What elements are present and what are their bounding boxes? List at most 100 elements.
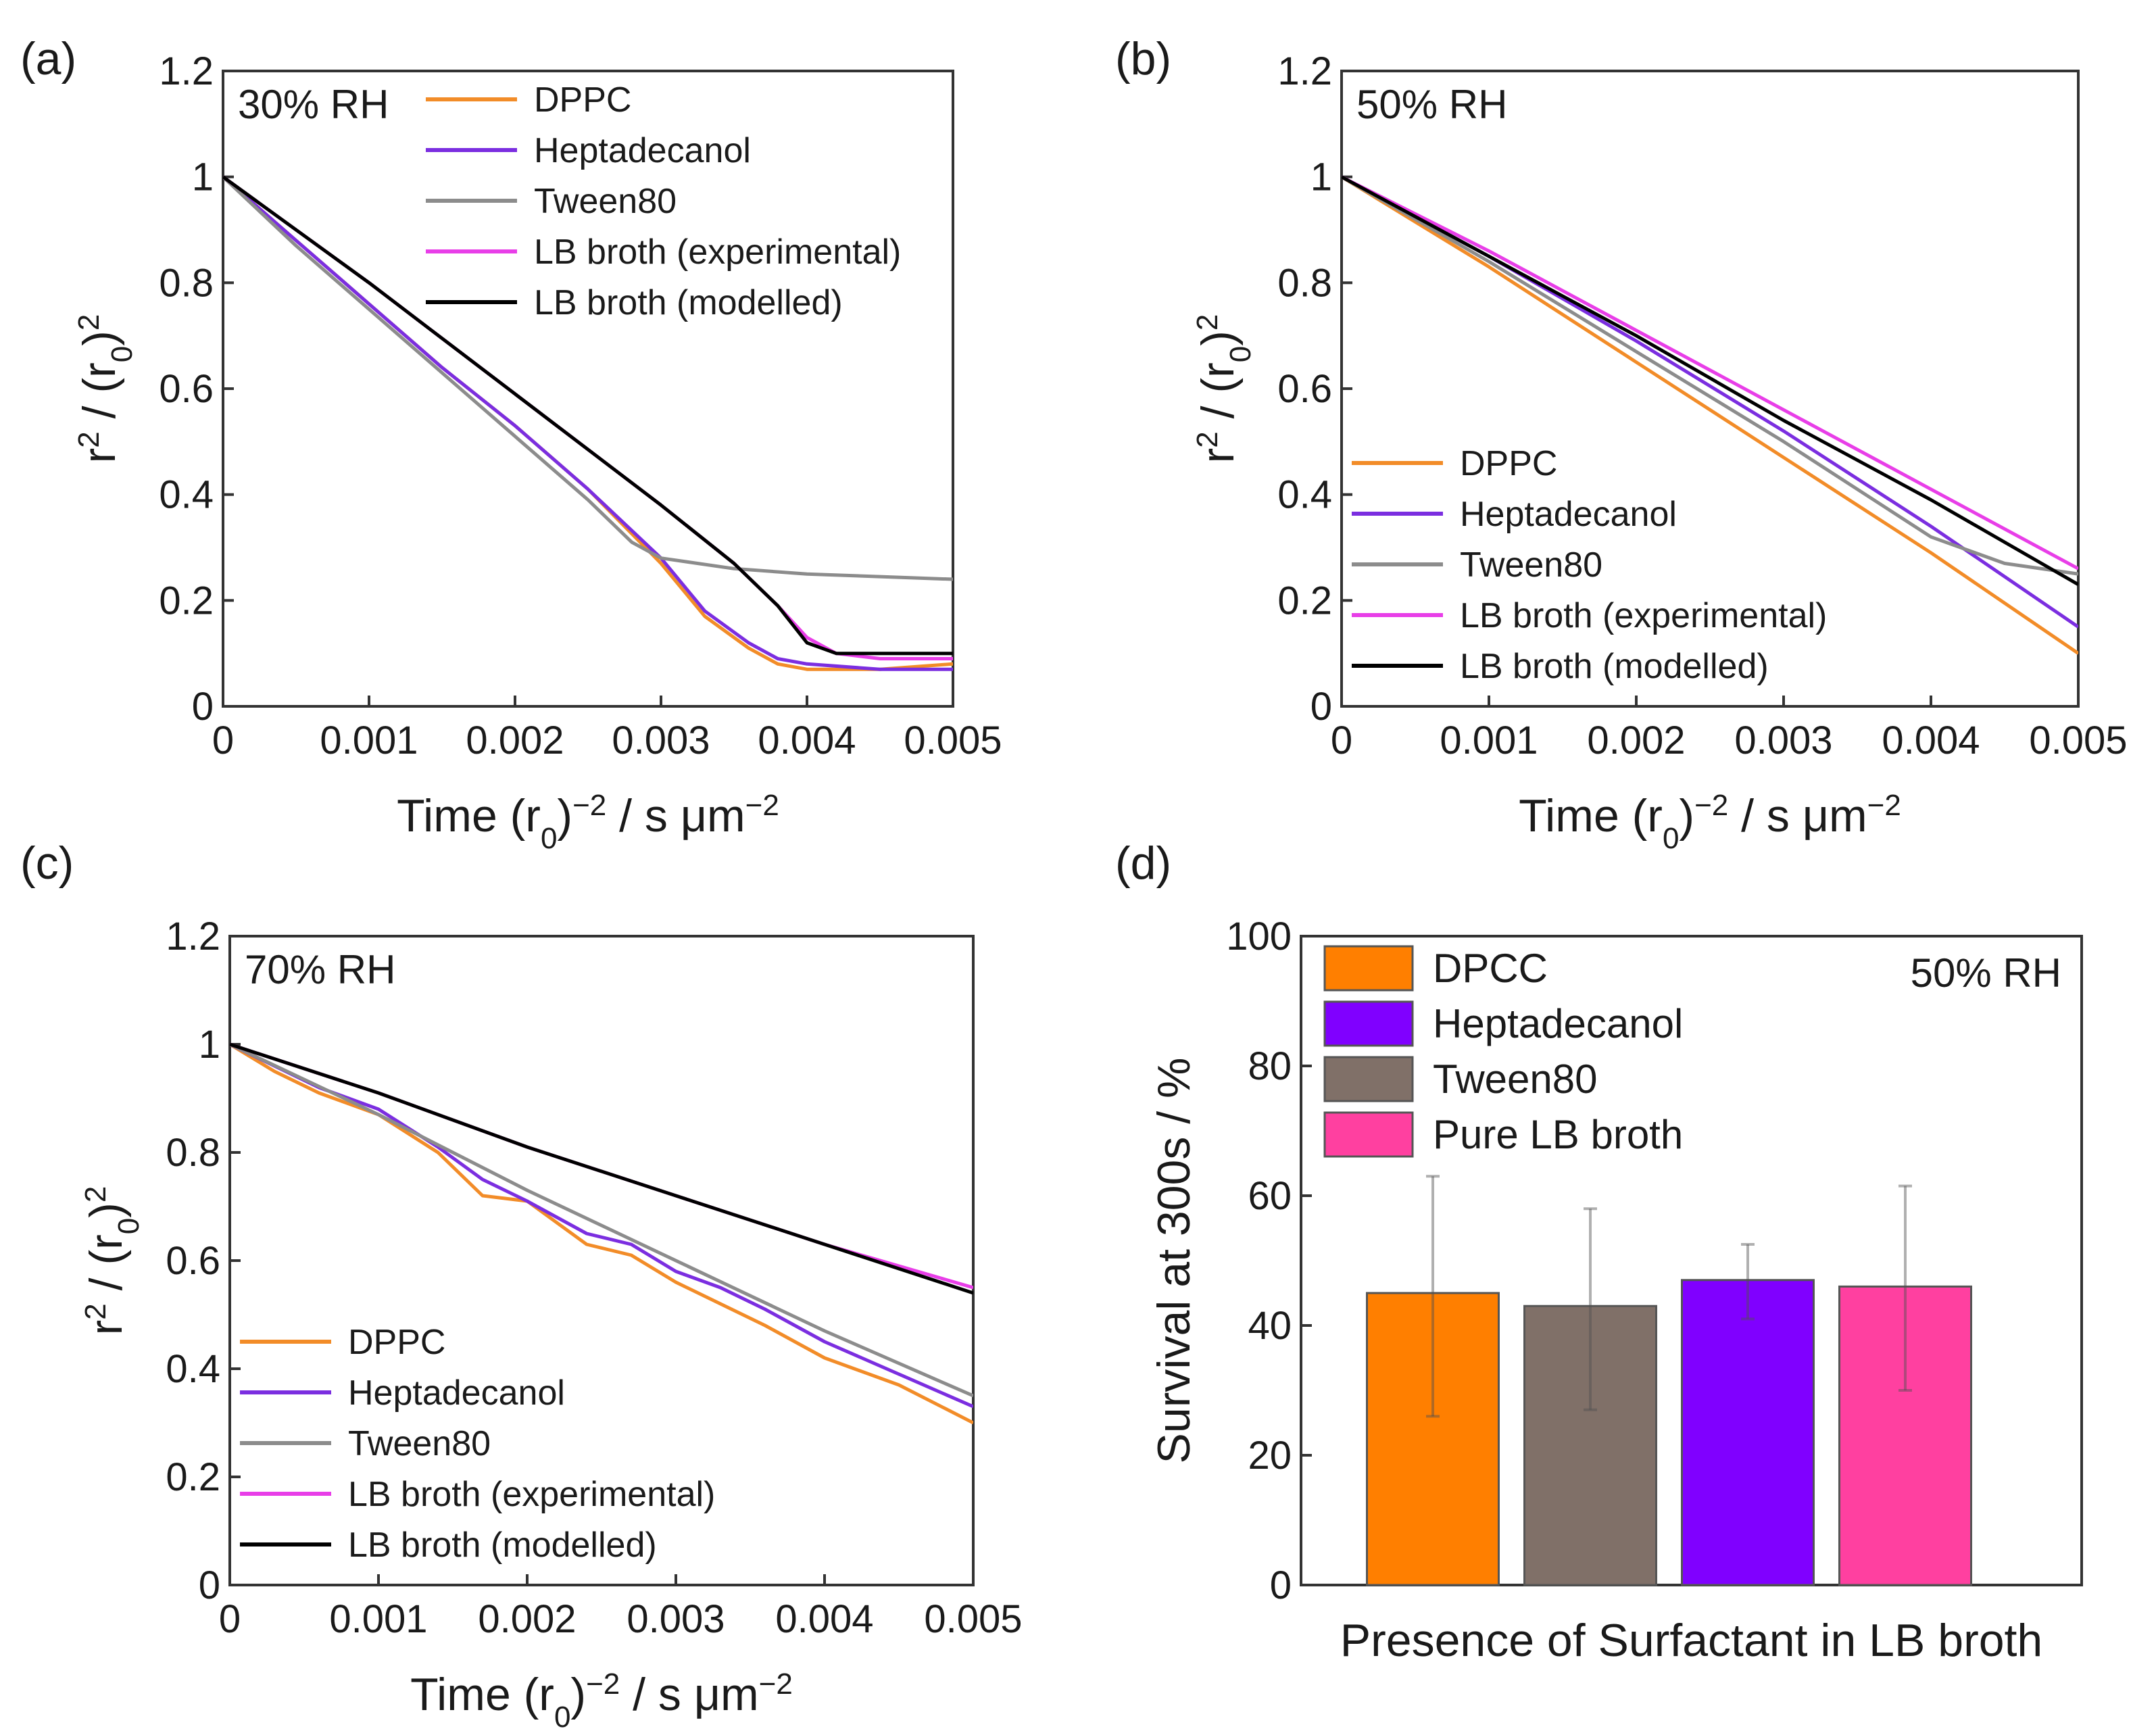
rh-annotation: 50% RH (1356, 82, 1507, 127)
legend-label: LB broth (modelled) (1460, 647, 1769, 686)
y-tick-label: 0.2 (1277, 579, 1332, 623)
text-segment: Time (r (410, 1669, 554, 1720)
legend-label: Pure LB broth (1433, 1112, 1683, 1157)
legend-label: DPPC (348, 1323, 445, 1362)
legend-swatch (1323, 945, 1414, 992)
legend-label: Tween80 (1433, 1056, 1598, 1102)
y-tick-label: 60 (1248, 1174, 1292, 1218)
x-axis-title: Time (r0)−2 / s μm−2 (410, 1667, 793, 1729)
series-line-1 (230, 1042, 973, 1425)
y-tick-label: 1.2 (1277, 49, 1332, 93)
y-tick-label: 0.2 (159, 579, 214, 623)
x-tick-label: 0.002 (466, 719, 564, 762)
bar (1681, 1279, 1815, 1586)
text-segment: 2 (1191, 431, 1224, 447)
y-tick-label: 40 (1248, 1304, 1292, 1348)
panel-label: (c) (20, 837, 74, 889)
text-segment: 0 (112, 1218, 145, 1234)
x-tick-label: 0.002 (478, 1597, 576, 1641)
text-segment: −2 (1694, 789, 1728, 822)
text-segment: r (74, 448, 125, 464)
series-line-5 (230, 1042, 973, 1295)
x-axis-title: Presence of Surfactant in LB broth (1340, 1615, 2043, 1666)
text-segment: ) (557, 790, 572, 842)
y-axis-title: r2 / (r0)2 (79, 1186, 145, 1336)
text-segment: 0 (105, 346, 139, 362)
legend-label: LB broth (modelled) (348, 1526, 657, 1565)
y-tick-label: 1.2 (159, 49, 214, 93)
y-tick-label: 0.4 (1277, 473, 1332, 517)
rh-annotation: 50% RH (1911, 950, 2061, 996)
y-tick-label: 0.6 (166, 1239, 220, 1283)
text-segment: 2 (79, 1186, 112, 1202)
legend-label: Tween80 (1460, 545, 1602, 585)
x-tick-label: 0.001 (329, 1597, 427, 1641)
x-axis-title: Time (r0)−2 / s μm−2 (1519, 789, 1901, 855)
legend-label: LB broth (experimental) (348, 1475, 715, 1514)
y-tick-label: 0.4 (159, 473, 214, 517)
legend-swatch (1323, 1111, 1414, 1158)
text-segment: / (r (80, 1234, 132, 1303)
text-segment: ) (1679, 790, 1694, 842)
text-segment: 0 (541, 822, 557, 855)
series-line-5 (223, 175, 953, 656)
x-tick-label: 0.003 (627, 1597, 725, 1641)
legend-label: Tween80 (534, 182, 677, 221)
text-segment: 0 (1663, 822, 1679, 855)
legend-label: DPPC (1460, 444, 1557, 483)
text-segment: / s μm (1728, 790, 1867, 842)
y-tick-label: 1.2 (166, 915, 220, 958)
legend-label: DPPC (534, 80, 631, 120)
y-tick-label: 0.8 (1277, 261, 1332, 305)
series-line-3 (1342, 175, 2078, 576)
legend-label: LB broth (modelled) (534, 283, 843, 322)
legend-label: Tween80 (348, 1424, 491, 1463)
text-segment: / (r (1192, 362, 1244, 431)
x-tick-label: 0.003 (612, 719, 710, 762)
legend-label: Heptadecanol (534, 131, 751, 170)
y-tick-label: 0 (192, 685, 214, 729)
legend-label: DPCC (1433, 946, 1548, 991)
legend-label: Heptadecanol (348, 1373, 565, 1413)
panel-label: (a) (20, 33, 76, 84)
y-tick-label: 0.8 (166, 1131, 220, 1175)
text-segment: −2 (759, 1667, 793, 1701)
x-tick-label: 0 (1331, 719, 1352, 762)
y-tick-label: 0 (1310, 685, 1332, 729)
text-segment: 2 (72, 431, 105, 447)
x-tick-label: 0.004 (775, 1597, 873, 1641)
rh-annotation: 30% RH (238, 82, 389, 127)
y-axis-title: Survival at 300s / % (1148, 1058, 1200, 1464)
legend-label: LB broth (experimental) (1460, 596, 1827, 635)
y-tick-label: 0.6 (1277, 367, 1332, 411)
text-segment: −2 (745, 789, 779, 822)
chart-panel-c: (c) 0 0.2 0.4 0.6 0.8 1 1.2 0 0.001 0.002 0.003 0.00… (20, 837, 1023, 1729)
bar (1523, 1305, 1657, 1586)
text-segment: / (r (74, 362, 125, 431)
y-tick-label: 100 (1226, 915, 1292, 958)
text-segment: ) (74, 331, 125, 346)
series-line-3 (223, 175, 953, 581)
series-line-3 (230, 1042, 973, 1398)
x-tick-label: 0.003 (1734, 719, 1832, 762)
x-tick-label: 0.004 (1882, 719, 1980, 762)
rh-annotation: 70% RH (245, 947, 395, 992)
text-segment: Time (r (397, 790, 541, 842)
text-segment: 2 (72, 314, 105, 331)
x-tick-label: 0.001 (320, 719, 418, 762)
y-tick-label: 0.4 (166, 1347, 220, 1391)
chart-panel-a: (a) 0 0.2 0.4 0.6 0.8 1 1.2 0 0.001 0.002 0.003 0.00… (20, 33, 1002, 855)
legend-swatch (1323, 1000, 1414, 1047)
x-tick-label: 0.004 (758, 719, 856, 762)
y-tick-label: 0 (199, 1563, 220, 1607)
y-tick-label: 0.2 (166, 1455, 220, 1499)
text-segment: 2 (1191, 314, 1224, 331)
panel-label: (d) (1115, 837, 1171, 889)
x-tick-label: 0 (219, 1597, 241, 1641)
y-tick-label: 0 (1270, 1563, 1292, 1607)
y-axis-title: r2 / (r0)2 (1191, 314, 1257, 464)
y-axis-title: r2 / (r0)2 (72, 314, 139, 464)
text-segment: −2 (586, 1667, 620, 1701)
text-segment: ) (80, 1202, 132, 1218)
text-segment: Time (r (1519, 790, 1663, 842)
